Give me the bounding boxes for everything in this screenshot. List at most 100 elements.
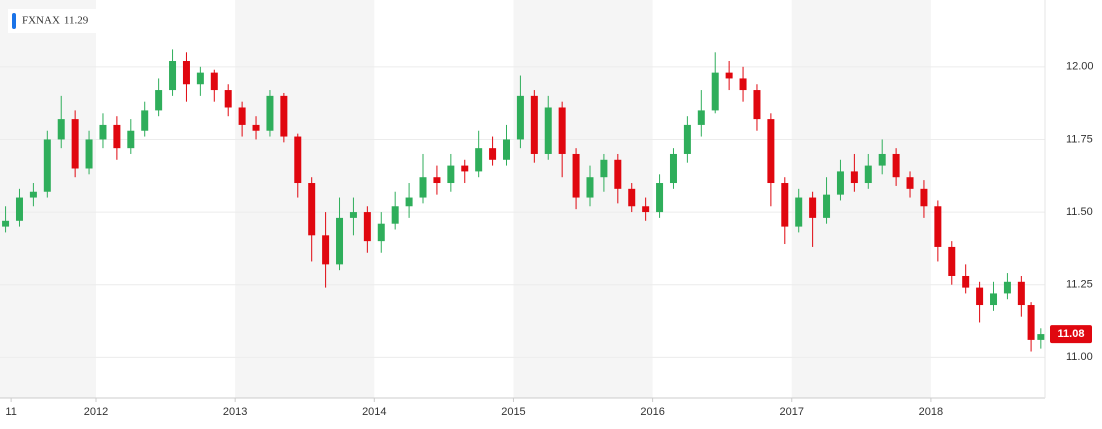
y-tick-label: 11.75 [1066, 133, 1093, 145]
candle-body [544, 107, 552, 154]
candle-body [266, 95, 274, 131]
candle-body [322, 235, 330, 265]
candle-body [1027, 305, 1035, 340]
x-tick-label: 2017 [780, 406, 804, 418]
candle-body [1003, 281, 1011, 294]
candle-body [419, 177, 427, 198]
candle-body [336, 217, 344, 265]
x-tick-label: 2015 [501, 406, 525, 418]
candles-layer [2, 49, 1045, 352]
candle-body [809, 197, 817, 218]
candle-body [43, 139, 51, 192]
candle-body [475, 148, 483, 172]
candle-body [739, 78, 747, 91]
candle-body [294, 136, 302, 184]
last-price-box [1050, 325, 1092, 344]
candle-body [920, 188, 928, 207]
candle-body [795, 197, 803, 227]
legend-box [8, 9, 96, 33]
candle-body [836, 171, 844, 195]
candle-body [1037, 334, 1045, 340]
candle-body [906, 177, 914, 189]
candle-body [990, 293, 998, 306]
candle-body [614, 159, 622, 189]
candle-body [127, 130, 135, 149]
candle-body [349, 212, 357, 218]
x-tick-label: 11 [5, 406, 16, 418]
candle-body [934, 206, 942, 247]
candle-body [433, 177, 441, 184]
candle-body [405, 197, 413, 207]
candle-body [656, 183, 664, 213]
candle-body [182, 61, 190, 85]
legend: FXNAX 11.29 [8, 9, 96, 33]
candle-body [962, 275, 970, 288]
candle-body [280, 95, 288, 137]
x-tick-label: 2014 [362, 406, 386, 418]
candle-body [113, 124, 121, 149]
candle-body [850, 171, 858, 184]
candle-body [516, 95, 524, 140]
candle-body [948, 246, 956, 276]
candle-body [530, 95, 538, 154]
candle-body [363, 212, 371, 242]
candle-body [447, 165, 455, 184]
background-layer [0, 0, 931, 398]
candle-body [377, 223, 385, 242]
candle-body [15, 197, 23, 221]
candle-body [697, 110, 705, 125]
candle-body [99, 124, 107, 140]
candle-body [308, 183, 316, 236]
candle-body [572, 153, 580, 198]
candle-body [85, 139, 93, 169]
year-shade [0, 0, 97, 398]
candle-body [669, 153, 677, 184]
y-tick-label: 12.00 [1066, 61, 1094, 73]
candle-body [141, 110, 149, 131]
candle-body [767, 119, 775, 184]
candle-body [823, 194, 831, 218]
candle-body [2, 220, 10, 227]
candle-body [600, 159, 608, 178]
candle-body [878, 153, 886, 166]
candle-body [892, 153, 900, 178]
legend-value: 11.29 [64, 15, 89, 27]
x-tick-label: 2013 [223, 406, 247, 418]
candle-body [864, 165, 872, 184]
candle-body [1017, 281, 1025, 306]
legend-swatch [12, 13, 16, 29]
candle-body [461, 165, 469, 172]
candle-body [753, 90, 761, 120]
legend-label: FXNAX [22, 15, 60, 27]
candle-body [502, 139, 510, 160]
axes-layer: 11.00 11.25 11.50 11.75 12.00 11 2012 2013 2014 2… [5, 61, 1093, 418]
candle-body [252, 124, 260, 131]
candle-body [391, 206, 399, 224]
candle-body [628, 188, 636, 207]
candle-body [725, 72, 733, 79]
y-tick-label: 11.50 [1066, 206, 1093, 218]
candle-body [711, 72, 719, 111]
candle-body [976, 287, 984, 306]
candle-body [224, 90, 232, 108]
candle-body [71, 119, 79, 169]
candle-body [683, 124, 691, 154]
candle-body [489, 148, 497, 160]
x-tick-label: 2012 [84, 406, 108, 418]
candle-body [781, 183, 789, 227]
last-price-label: 11.08 [1058, 328, 1085, 340]
candle-body [642, 206, 650, 213]
candle-body [155, 90, 163, 111]
candle-body [238, 107, 246, 125]
x-tick-label: 2018 [919, 406, 943, 418]
y-tick-label: 11.25 [1066, 279, 1093, 291]
candle-body [169, 61, 177, 91]
candle-body [210, 72, 218, 91]
candle-body [57, 119, 65, 140]
last-price-tag: 11.08 [1050, 325, 1092, 344]
x-tick-label: 2016 [640, 406, 664, 418]
candle-body [586, 177, 594, 198]
y-tick-label: 11.00 [1066, 351, 1093, 363]
